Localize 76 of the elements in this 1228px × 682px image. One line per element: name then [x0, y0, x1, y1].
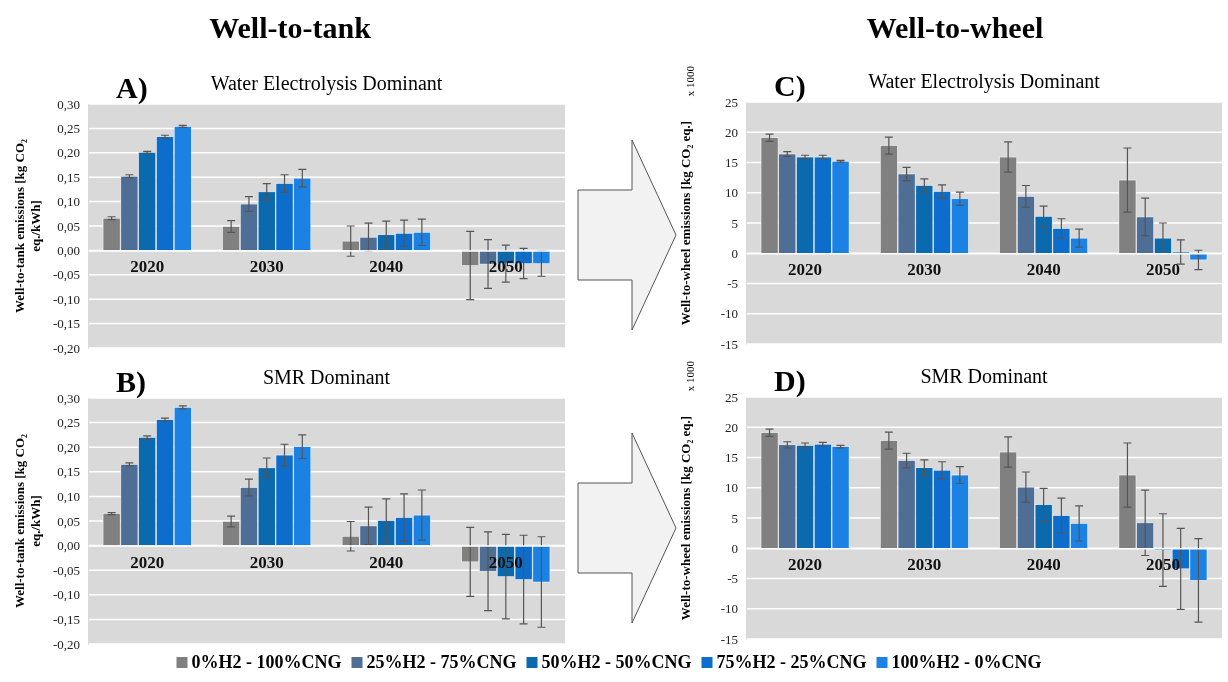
chart-subtitle: SMR Dominant: [920, 365, 1049, 387]
y-tick-label: -0,05: [52, 562, 80, 578]
y-tick-label: -0,10: [52, 587, 80, 603]
y-tick-label: 15: [725, 450, 738, 466]
y-tick-label: -5: [727, 276, 738, 292]
y-tick-label: -0,20: [52, 636, 80, 652]
x-tick-label: 2050: [1145, 260, 1180, 280]
annotation: D): [774, 364, 806, 398]
y-tick-label: -10: [720, 601, 738, 617]
y-tick-label: 0,25: [57, 121, 80, 137]
y-tick-label: 20: [725, 419, 738, 435]
text: B): [116, 365, 146, 399]
y-axis-title: Well-to-tank emissions [kg CO₂ eq./kWh]: [12, 433, 43, 608]
legend-label: 50%H2 - 50%CNG: [541, 652, 692, 672]
annotation: A): [116, 71, 148, 105]
y-tick-label: -0,15: [52, 316, 80, 332]
x-tick-label: 2040: [1026, 260, 1061, 280]
y-tick-label: 5: [731, 215, 738, 231]
legend-label: 75%H2 - 25%CNG: [716, 652, 867, 672]
y-tick-label: 0,10: [57, 194, 80, 210]
text: x 1000: [684, 360, 696, 392]
chart-subtitle: Water Electrolysis Dominant: [868, 70, 1101, 93]
y-tick-label: 5: [731, 510, 738, 526]
x-tick-label: 2050: [1145, 555, 1180, 575]
legend-label: 100%H2 - 0%CNG: [891, 652, 1042, 672]
y-tick-label: -15: [720, 336, 738, 352]
y-tick-label: -15: [720, 631, 738, 647]
y-tick-label: -0,05: [52, 267, 80, 283]
y-tick-label: -0,20: [52, 340, 80, 356]
y-tick-label: 0,00: [57, 538, 80, 554]
y-axis-title: Well-to-tank emissions [kg CO₂ eq./kWh]: [12, 138, 43, 313]
x-tick-label: 2020: [130, 257, 165, 277]
chart-subtitle: Water Electrolysis Dominant: [210, 72, 443, 95]
x-tick-label: 2030: [907, 260, 942, 280]
legend-label: 25%H2 - 75%CNG: [366, 652, 517, 672]
y-axis-title: Well-to-wheel emissions [kg CO₂ eq.]: [678, 415, 693, 621]
y-tick-label: 10: [725, 185, 738, 201]
y-tick-label: -5: [727, 571, 738, 587]
y-tick-label: 20: [725, 124, 738, 140]
y-tick-label: 0,10: [57, 489, 80, 505]
y-tick-label: 25: [725, 389, 738, 405]
x-tick-label: 2030: [249, 552, 284, 572]
y-tick-label: 10: [725, 480, 738, 496]
y-tick-label: 0,05: [57, 513, 80, 529]
y-axis-title: Well-to-wheel emissions [kg CO₂ eq.]: [678, 120, 693, 326]
x-tick-label: 2020: [788, 555, 823, 575]
x-tick-label: 2040: [369, 257, 404, 277]
chart-subtitle: SMR Dominant: [262, 366, 391, 388]
x-tick-label: 2020: [130, 552, 165, 572]
annotation: C): [774, 69, 806, 103]
x-tick-label: 2040: [369, 552, 404, 572]
x-tick-label: 2050: [488, 257, 523, 277]
y-tick-label: 15: [725, 155, 738, 171]
y-tick-label: 0,20: [57, 145, 80, 161]
y-tick-label: 0: [731, 245, 738, 261]
y-tick-label: 25: [725, 94, 738, 110]
text: x 1000: [684, 65, 696, 97]
chart-title: Well-to-wheel: [866, 11, 1044, 44]
y-tick-label: 0: [731, 540, 738, 556]
x-tick-label: 2030: [249, 257, 284, 277]
x-tick-label: 2020: [788, 260, 823, 280]
y-tick-label: 0,15: [57, 464, 80, 480]
y-tick-label: -0,15: [52, 612, 80, 628]
y-tick-label: 0,00: [57, 243, 80, 259]
y-tick-label: 0,20: [57, 439, 80, 455]
y-tick-label: 0,25: [57, 415, 80, 431]
y-tick-label: 0,05: [57, 218, 80, 234]
y-tick-label: 0,30: [57, 96, 80, 112]
chart-title: Well-to-tank: [209, 11, 372, 44]
x-tick-label: 2030: [907, 555, 942, 575]
y-tick-label: 0,30: [57, 390, 80, 406]
y-tick-label: -0,10: [52, 291, 80, 307]
legend-label: 0%H2 - 100%CNG: [191, 652, 342, 672]
y-tick-label: 0,15: [57, 169, 80, 185]
y-tick-label: -10: [720, 306, 738, 322]
x-tick-label: 2040: [1026, 555, 1061, 575]
